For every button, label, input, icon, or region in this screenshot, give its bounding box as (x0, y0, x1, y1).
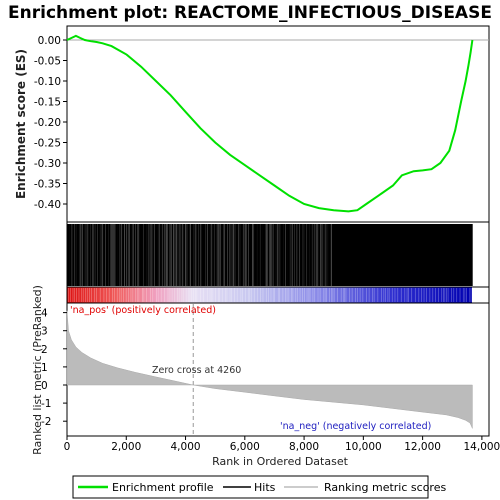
es-y-axis-label: Enrichment score (ES) (14, 49, 28, 199)
es-y-tick-label: -0.25 (34, 138, 61, 150)
es-y-tick-label: -0.20 (34, 117, 61, 129)
metric-y-tick-label: -1 (41, 398, 51, 410)
hit-lines (67, 224, 473, 286)
es-panel-frame (66, 25, 490, 223)
hits-panel (66, 221, 490, 288)
es-y-tick-label: -0.30 (34, 158, 61, 170)
metric-x-ticks: 0 2,000 4,000 6,000 8,000 10,000 12,000 14,000 (64, 436, 500, 453)
ranking-metric-area (66, 310, 473, 429)
legend-enrichment-label: Enrichment profile (112, 481, 214, 494)
metric-y-tick-label: 3 (41, 326, 48, 338)
metric-y-ticks: 4 3 2 1 0 -1 -2 (41, 308, 67, 428)
es-y-tick-label: -0.35 (34, 179, 61, 191)
es-y-tick-label: 0.00 (38, 35, 61, 47)
es-y-tick-label: -0.10 (34, 76, 61, 88)
x-tick-label: 0 (64, 441, 71, 453)
x-tick-label: 6,000 (230, 441, 260, 453)
legend-hits-label: Hits (254, 481, 276, 494)
es-y-ticks: 0.00 -0.05 -0.10 -0.15 -0.20 -0.25 -0.30 -0.35 -… (34, 35, 67, 211)
es-y-tick-label: -0.15 (34, 97, 61, 109)
zero-cross-label: Zero cross at 4260 (152, 365, 241, 376)
metric-panel: 4 3 2 1 0 -1 -2 0 2,000 4,000 6,000 8,000 10,000 12,… (31, 285, 500, 468)
metric-y-tick-label: 4 (41, 308, 48, 320)
metric-y-tick-label: 1 (41, 362, 48, 374)
es-y-tick-label: -0.05 (34, 56, 61, 68)
legend: Enrichment profile Hits Ranking metric s… (72, 475, 446, 499)
chart-title: Enrichment plot: REACTOME_INFECTIOUS_DIS… (8, 3, 492, 23)
x-tick-label: 8,000 (289, 441, 319, 453)
legend-metric-label: Ranking metric scores (324, 481, 446, 494)
metric-y-tick-label: -2 (41, 416, 51, 428)
enrichment-profile-line (66, 34, 474, 213)
x-tick-label: 10,000 (345, 441, 382, 453)
x-tick-label: 12,000 (404, 441, 441, 453)
color-bar-ticks (68, 288, 472, 302)
es-panel: 0.00 -0.05 -0.10 -0.15 -0.20 -0.25 -0.30 -0.35 -… (14, 25, 490, 223)
metric-panel-frame (66, 302, 490, 437)
x-tick-label: 4,000 (171, 441, 201, 453)
positive-correlation-label: 'na_pos' (positively correlated) (70, 305, 216, 316)
color-bar-fill (67, 287, 472, 303)
metric-y-tick-label: 2 (41, 344, 48, 356)
negative-correlation-label: 'na_neg' (negatively correlated) (280, 421, 431, 432)
x-tick-label: 2,000 (111, 441, 141, 453)
metric-y-tick-label: 0 (41, 380, 48, 392)
x-axis-label: Rank in Ordered Dataset (212, 455, 349, 468)
es-y-tick-label: -0.40 (34, 199, 61, 211)
metric-y-axis-label: Ranked list metric (PreRanked) (31, 285, 44, 455)
rank-color-bar (66, 286, 490, 304)
x-tick-label: 14,000 (464, 441, 500, 453)
